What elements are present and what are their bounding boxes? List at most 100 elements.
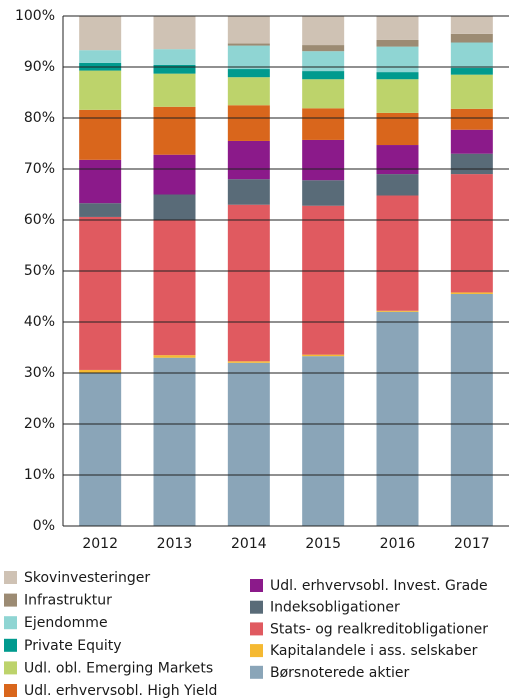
legend-swatch xyxy=(4,571,17,584)
bar-segment xyxy=(227,362,270,526)
bar-segment xyxy=(450,129,493,154)
bar-segment xyxy=(302,356,345,526)
bar-segment xyxy=(376,39,419,47)
legend-label: Udl. erhvervsobl. High Yield xyxy=(24,683,217,698)
bar-segment xyxy=(79,216,122,370)
x-tick-label: 2014 xyxy=(231,536,267,552)
bar-segment xyxy=(376,195,419,311)
bar-segment xyxy=(376,311,419,526)
legend-swatch xyxy=(250,600,263,614)
y-tick-label: 20% xyxy=(24,416,55,432)
bar-segment xyxy=(376,72,419,80)
bar-segment xyxy=(302,354,345,357)
bar-segment xyxy=(153,106,196,155)
bar-segment xyxy=(79,203,122,217)
bar-segment xyxy=(153,49,196,65)
bar-segment xyxy=(79,50,122,63)
bar-segment xyxy=(227,179,270,205)
legend-label: Ejendomme xyxy=(24,615,108,631)
legend-swatch xyxy=(250,665,263,679)
bar-segment xyxy=(79,16,122,51)
legend-label: Kapitalandele i ass. selskaber xyxy=(270,643,478,659)
bar-segment xyxy=(376,79,419,113)
bar-segment xyxy=(227,77,270,106)
bar-segment xyxy=(302,139,345,181)
y-tick-label: 80% xyxy=(24,110,55,126)
legend-label: Stats- og realkreditobligationer xyxy=(270,621,488,637)
bar-segment xyxy=(302,79,345,109)
bar-segment xyxy=(153,16,196,50)
y-tick-label: 50% xyxy=(24,263,55,279)
bar-segment xyxy=(227,105,270,141)
bar-segment xyxy=(153,355,196,358)
bar-segment xyxy=(450,68,493,75)
bar-segment xyxy=(302,71,345,80)
bar-segment xyxy=(79,70,122,110)
y-tick-label: 90% xyxy=(24,59,55,75)
y-tick-label: 30% xyxy=(24,365,55,381)
bar-segment xyxy=(450,42,493,69)
y-tick-label: 70% xyxy=(24,161,55,177)
bar-segment xyxy=(302,180,345,206)
bar-segment xyxy=(450,293,493,526)
legend-swatch xyxy=(4,638,17,652)
bar-segment xyxy=(227,45,270,70)
y-tick-label: 10% xyxy=(24,467,55,483)
bar-segment xyxy=(302,51,345,72)
y-tick-label: 0% xyxy=(33,518,55,534)
x-tick-label: 2012 xyxy=(82,536,118,552)
bar-segment xyxy=(227,16,270,44)
x-tick-label: 2015 xyxy=(305,536,341,552)
bar-segment xyxy=(376,174,419,196)
bar-segment xyxy=(302,108,345,140)
bar-segment xyxy=(153,73,196,107)
bar-segment xyxy=(376,145,419,175)
bar-segment xyxy=(302,16,345,46)
bar-segment xyxy=(450,16,493,34)
bar-segment xyxy=(376,46,419,73)
bar-segment xyxy=(79,159,122,204)
x-tick-label: 2013 xyxy=(157,536,193,552)
legend-swatch xyxy=(250,579,263,592)
bar-segment xyxy=(450,108,493,130)
bar-segment xyxy=(227,140,270,180)
bar-segment xyxy=(153,220,196,356)
bar-segment xyxy=(153,357,196,526)
bar-segment xyxy=(376,16,419,40)
bar-segment xyxy=(227,69,270,78)
bar-segment xyxy=(153,154,196,195)
x-tick-label: 2017 xyxy=(454,536,490,552)
bar-segment xyxy=(227,361,270,363)
legend-label: Børsnoterede aktier xyxy=(270,665,409,681)
bar-segment xyxy=(302,45,345,52)
bar-segment xyxy=(450,74,493,109)
bar-segment xyxy=(153,64,196,74)
legend-swatch xyxy=(4,684,17,697)
legend-label: Udl. erhvervsobl. Invest. Grade xyxy=(270,578,488,594)
bar-segment xyxy=(153,194,196,220)
legend-label: Udl. obl. Emerging Markets xyxy=(24,660,213,676)
bar-segment xyxy=(227,204,270,362)
y-tick-label: 60% xyxy=(24,212,55,228)
bar-segment xyxy=(302,205,345,355)
legend-swatch xyxy=(250,644,263,658)
bar-segment xyxy=(376,310,419,312)
bar-segment xyxy=(450,292,493,294)
bar-segment xyxy=(450,33,493,43)
legend-swatch xyxy=(4,593,17,607)
legend-label: Skovinvesteringer xyxy=(24,570,150,586)
bar-segment xyxy=(79,373,122,526)
bar-segment xyxy=(450,174,493,293)
bar-segment xyxy=(227,43,270,46)
legend-swatch xyxy=(4,616,17,630)
bar-segment xyxy=(79,109,122,160)
legend-swatch xyxy=(4,661,17,675)
legend-label: Infrastruktur xyxy=(24,593,112,609)
y-tick-label: 100% xyxy=(15,8,55,24)
bar-segment xyxy=(450,153,493,175)
x-tick-label: 2016 xyxy=(380,536,416,552)
y-tick-label: 40% xyxy=(24,314,55,330)
bar-segment xyxy=(79,369,122,373)
legend-swatch xyxy=(250,622,263,636)
